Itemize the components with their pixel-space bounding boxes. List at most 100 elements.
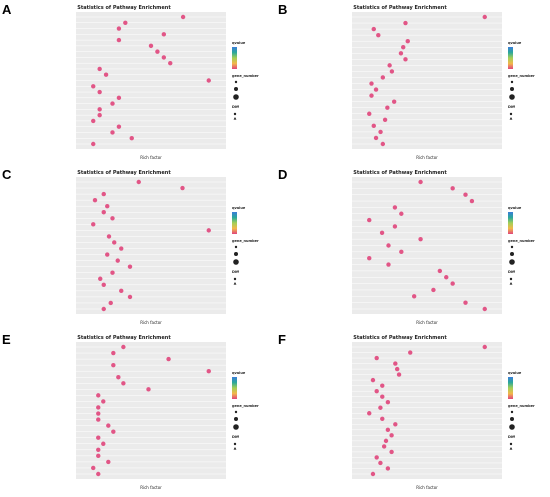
panel-letter: D — [278, 167, 288, 182]
data-point — [380, 383, 385, 388]
data-point — [206, 228, 211, 233]
diff-key-circle — [233, 277, 237, 280]
data-point — [373, 87, 379, 92]
plot-area — [352, 12, 502, 149]
data-point — [463, 192, 468, 197]
data-point — [387, 63, 392, 68]
legend: qvalue gene_number Diff — [508, 206, 546, 286]
qvalue-color-bar — [232, 376, 237, 399]
legend: qvalue gene_number Diff — [232, 206, 270, 286]
gene-number-legend — [233, 245, 239, 265]
plot-area — [76, 12, 226, 149]
data-point — [121, 381, 126, 386]
gene-number-key-medium — [510, 87, 514, 91]
panel-b: B Statistics of Pathway Enrichment Rich … — [278, 2, 548, 164]
data-point — [101, 191, 106, 197]
data-point — [367, 217, 372, 223]
chart-title: Statistics of Pathway Enrichment — [77, 5, 171, 11]
scatter-plot — [352, 344, 502, 477]
scatter-plot — [352, 179, 502, 312]
data-point — [376, 32, 381, 38]
data-point — [385, 466, 391, 471]
data-point — [378, 129, 383, 135]
data-point — [380, 416, 385, 421]
gene-number-key-medium — [234, 252, 238, 256]
gene-number-legend — [233, 410, 239, 430]
chart-title: Statistics of Pathway Enrichment — [77, 170, 171, 176]
data-point — [111, 350, 116, 356]
data-point — [91, 222, 96, 227]
data-point — [374, 388, 379, 394]
data-point — [97, 66, 102, 72]
gene-number-key-large — [233, 259, 239, 265]
qvalue-color-bar — [508, 376, 513, 399]
gene-number-key-small — [234, 245, 238, 249]
data-point — [96, 417, 101, 422]
data-point — [97, 107, 102, 112]
gene-number-key-small — [234, 80, 238, 84]
chart-title: Statistics of Pathway Enrichment — [77, 335, 171, 341]
chart-title: Statistics of Pathway Enrichment — [353, 335, 447, 341]
data-point — [101, 399, 106, 404]
data-point — [383, 438, 389, 444]
data-point — [391, 99, 397, 104]
data-point — [91, 141, 96, 147]
data-point — [392, 224, 398, 229]
gene-number-key-medium — [510, 417, 514, 421]
data-point — [96, 393, 101, 398]
data-point — [155, 49, 160, 54]
data-point — [374, 455, 379, 460]
gene-number-legend-title: gene_number — [232, 73, 259, 78]
diff-legend — [233, 442, 237, 450]
x-axis-label: Rich factor — [416, 155, 438, 160]
data-point — [396, 372, 402, 377]
gene-number-legend-title: gene_number — [508, 238, 535, 243]
gene-number-key-large — [233, 94, 239, 100]
data-point — [146, 387, 151, 392]
data-point — [103, 72, 109, 77]
data-point — [96, 405, 101, 410]
data-point — [112, 240, 117, 245]
gene-number-key-medium — [510, 252, 514, 256]
gene-number-key-small — [234, 410, 238, 414]
data-point — [380, 75, 386, 80]
data-point — [381, 444, 387, 449]
gene-number-legend — [233, 80, 239, 100]
data-point — [98, 276, 103, 281]
data-point — [111, 362, 116, 368]
data-point — [482, 306, 487, 312]
scatter-plot — [76, 344, 226, 477]
gene-number-legend-title: gene_number — [508, 403, 535, 408]
qvalue-color-bar — [232, 211, 237, 234]
diff-legend — [509, 277, 513, 285]
qvalue-legend-title: qvalue — [232, 206, 246, 210]
qvalue-legend-title: qvalue — [508, 206, 522, 210]
data-point — [370, 377, 376, 383]
data-point — [385, 427, 391, 433]
diff-legend-title: Diff — [508, 270, 515, 274]
data-point — [374, 355, 379, 361]
data-point — [96, 447, 101, 453]
gene-number-legend — [509, 410, 515, 430]
data-point — [373, 135, 379, 141]
legend: qvalue gene_number Diff — [508, 41, 546, 121]
chart-title: Statistics of Pathway Enrichment — [353, 5, 447, 11]
diff-legend-title: Diff — [232, 270, 239, 274]
data-point — [394, 366, 400, 372]
panel-e: E Statistics of Pathway Enrichment Rich … — [2, 332, 272, 494]
plot-area — [352, 177, 502, 314]
data-point — [444, 275, 449, 280]
data-point — [408, 350, 413, 355]
data-point — [106, 423, 111, 428]
x-axis-label: Rich factor — [140, 320, 162, 325]
data-point — [105, 252, 110, 257]
data-point — [431, 287, 436, 293]
qvalue-color-bar — [232, 46, 237, 69]
data-point — [115, 258, 120, 263]
data-point — [129, 136, 134, 141]
panel-a: A Statistics of Pathway Enrichment Rich … — [2, 2, 272, 164]
data-point — [371, 26, 376, 32]
x-axis-label: Rich factor — [416, 485, 438, 490]
gene-number-legend-title: gene_number — [232, 403, 259, 408]
